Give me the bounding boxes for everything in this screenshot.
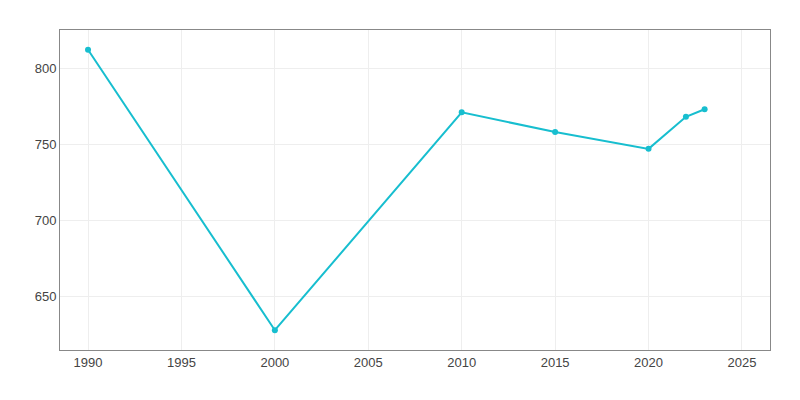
svg-text:2020: 2020 — [634, 355, 663, 370]
svg-text:2010: 2010 — [447, 355, 476, 370]
svg-text:1990: 1990 — [74, 355, 103, 370]
svg-text:2000: 2000 — [260, 355, 289, 370]
svg-text:2005: 2005 — [354, 355, 383, 370]
svg-text:2025: 2025 — [728, 355, 757, 370]
svg-text:700: 700 — [35, 213, 57, 228]
svg-text:800: 800 — [35, 61, 57, 76]
svg-text:1995: 1995 — [167, 355, 196, 370]
svg-text:2015: 2015 — [541, 355, 570, 370]
svg-text:650: 650 — [35, 289, 57, 304]
svg-text:750: 750 — [35, 137, 57, 152]
